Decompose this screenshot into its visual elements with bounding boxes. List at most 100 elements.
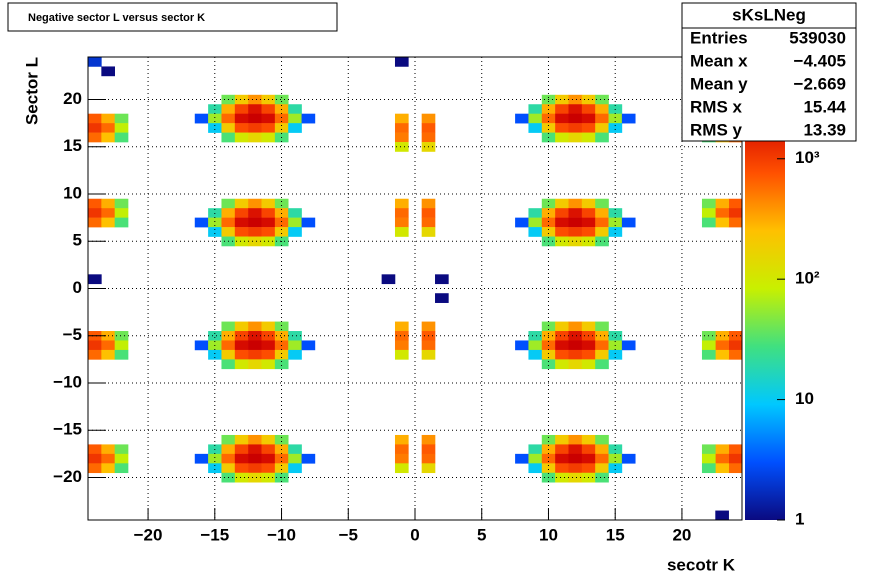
cell xyxy=(581,198,596,209)
cell xyxy=(608,123,623,133)
cell xyxy=(221,113,236,124)
cell xyxy=(421,227,436,237)
cell xyxy=(101,444,115,455)
cell xyxy=(194,113,209,124)
cell xyxy=(274,123,289,133)
cell xyxy=(595,349,609,360)
cell xyxy=(541,321,556,332)
cell xyxy=(221,227,236,237)
cell xyxy=(701,208,716,218)
z-tick-label: 10 xyxy=(795,389,814,408)
cell xyxy=(114,463,129,474)
cell xyxy=(595,359,609,370)
cell xyxy=(288,123,302,133)
cell xyxy=(728,217,743,228)
cell xyxy=(261,113,276,124)
cell xyxy=(728,331,743,341)
cell xyxy=(515,113,529,124)
x-tick-label: 10 xyxy=(539,525,558,544)
stats-value: 539030 xyxy=(789,28,846,47)
cell xyxy=(221,349,236,360)
cell xyxy=(555,340,569,351)
cell xyxy=(221,434,236,445)
cell xyxy=(568,208,583,218)
cell xyxy=(541,463,556,474)
cell xyxy=(248,359,262,370)
cell xyxy=(715,349,729,360)
cell xyxy=(261,463,276,474)
cell xyxy=(555,359,569,370)
cell xyxy=(381,274,396,285)
cell xyxy=(101,123,115,133)
cell xyxy=(88,208,102,218)
cell xyxy=(288,217,302,228)
cell xyxy=(581,453,596,464)
cell xyxy=(595,208,609,218)
cell xyxy=(248,236,262,247)
cell xyxy=(541,349,556,360)
y-tick-label: 10 xyxy=(63,183,82,202)
cell xyxy=(248,340,262,351)
cell xyxy=(421,444,436,455)
cell xyxy=(261,217,276,228)
cell xyxy=(421,453,436,464)
cell xyxy=(221,132,236,143)
cell xyxy=(581,113,596,124)
cell xyxy=(261,349,276,360)
cell xyxy=(555,453,569,464)
cell xyxy=(608,227,623,237)
cell xyxy=(394,198,409,209)
cell xyxy=(568,349,583,360)
cell xyxy=(581,434,596,445)
cell xyxy=(88,453,102,464)
cell xyxy=(595,123,609,133)
cell xyxy=(248,434,262,445)
cell xyxy=(234,321,249,332)
cell xyxy=(101,463,115,474)
cell xyxy=(541,198,556,209)
axes: −20 −15 −10 −5 0 5 10 15 20 −20 −15 −10 −5 0 5 10 15 20 xyxy=(53,56,743,544)
cell xyxy=(274,94,289,105)
cell xyxy=(234,472,249,483)
cell xyxy=(234,208,249,218)
cell xyxy=(261,132,276,143)
cell xyxy=(568,132,583,143)
cell xyxy=(555,227,569,237)
x-tick-label: 0 xyxy=(410,525,419,544)
cell xyxy=(568,227,583,237)
cell xyxy=(248,132,262,143)
stats-box: sKsLNeg Entries 539030 Mean x −4.405 Mean y −… xyxy=(681,2,857,142)
stats-label: Mean x xyxy=(690,51,748,70)
cell xyxy=(208,349,222,360)
cell xyxy=(288,340,302,351)
cell xyxy=(261,359,276,370)
cell xyxy=(581,349,596,360)
cell xyxy=(555,113,569,124)
cell xyxy=(88,463,102,474)
cell xyxy=(595,132,609,143)
cell xyxy=(555,236,569,247)
cell xyxy=(394,444,409,455)
y-tick-label: −10 xyxy=(53,372,82,391)
cell xyxy=(621,113,636,124)
cell xyxy=(394,57,409,67)
cell xyxy=(208,453,222,464)
cell xyxy=(581,321,596,332)
cell xyxy=(248,94,262,105)
cell xyxy=(288,453,302,464)
cell xyxy=(541,123,556,133)
z-tick-label: 1 xyxy=(795,509,804,528)
cell xyxy=(288,113,302,124)
cell xyxy=(234,359,249,370)
cell xyxy=(728,208,743,218)
cell xyxy=(555,198,569,209)
cell xyxy=(221,217,236,228)
cell xyxy=(608,349,623,360)
cell xyxy=(101,113,115,124)
x-tick-label: −20 xyxy=(134,525,163,544)
cell xyxy=(114,340,129,351)
cell xyxy=(88,444,102,455)
cell xyxy=(101,198,115,209)
cell xyxy=(234,434,249,445)
cell xyxy=(248,472,262,483)
